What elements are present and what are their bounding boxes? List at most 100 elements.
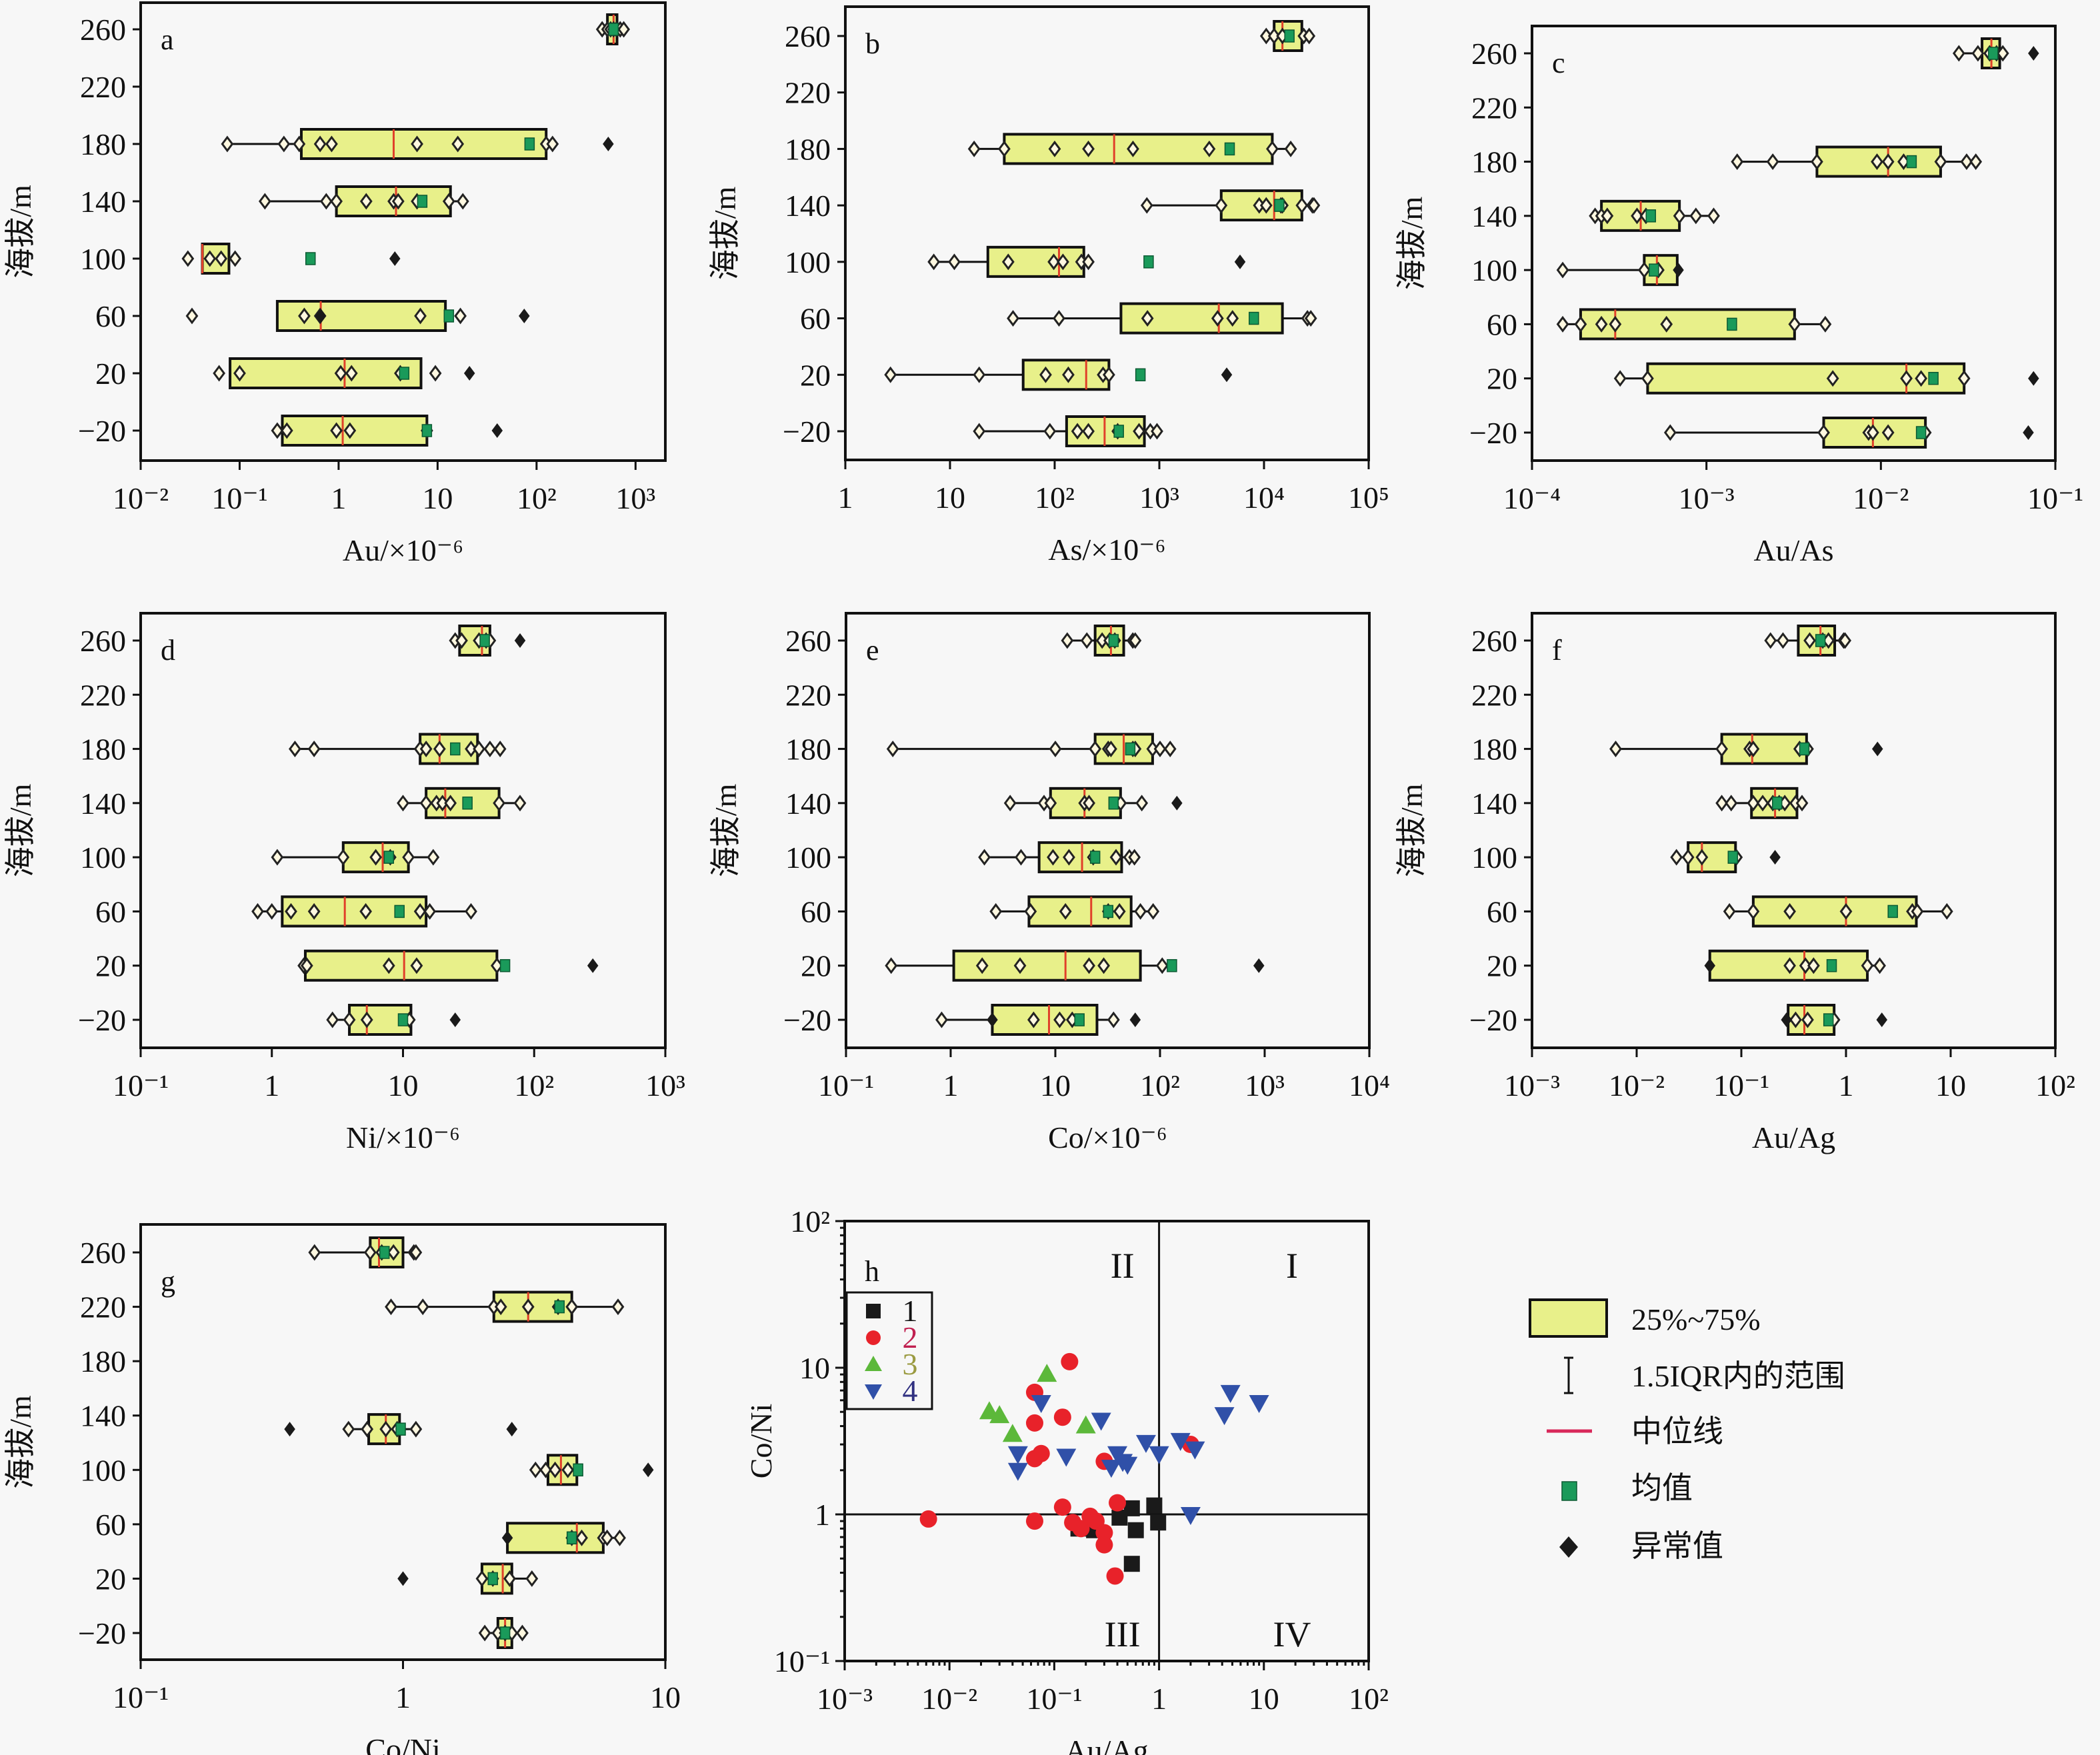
mean-marker: [1727, 317, 1737, 331]
legend-series-label: 1: [903, 1294, 918, 1328]
data-point: [308, 1244, 321, 1261]
data-point: [1103, 366, 1115, 383]
box-group: [449, 625, 526, 657]
data-point: [1670, 849, 1683, 866]
scatter-point: [1095, 1524, 1113, 1542]
y-axis-label: Co/Ni: [744, 1404, 778, 1478]
x-tick-label: 10: [935, 481, 965, 515]
data-point: [1861, 957, 1874, 974]
data-point: [1969, 153, 1983, 171]
data-point: [1003, 795, 1017, 812]
y-tick-label: −20: [1469, 416, 1517, 450]
data-point: [1303, 27, 1316, 45]
data-point: [382, 957, 395, 974]
data-point: [1801, 1011, 1814, 1028]
data-point: [451, 135, 465, 153]
data-point: [1971, 45, 1985, 62]
data-point: [185, 307, 199, 325]
data-point: [1304, 310, 1317, 327]
data-point: [397, 795, 409, 812]
data-point: [265, 902, 279, 920]
outlier-point: [1171, 795, 1183, 811]
scatter-point: [1061, 1352, 1079, 1370]
mean-marker: [524, 137, 535, 151]
box-group: [297, 949, 599, 982]
y-tick-label: 140: [80, 185, 126, 219]
data-point: [307, 741, 321, 758]
mean-marker: [1649, 263, 1659, 277]
outlier-point: [1872, 741, 1883, 757]
y-tick-label: 220: [80, 678, 126, 712]
iqr-box: [506, 1522, 605, 1554]
mean-marker: [1928, 371, 1939, 385]
y-tick-label: 260: [1471, 37, 1517, 71]
data-point: [1960, 153, 1973, 171]
y-tick-label: 220: [785, 76, 831, 110]
data-point: [529, 1461, 542, 1478]
data-point: [1934, 153, 1947, 171]
box-group: [1764, 625, 1851, 657]
mean-marker: [395, 1422, 406, 1436]
data-point: [1128, 849, 1141, 866]
scatter-point: [1180, 1507, 1201, 1525]
data-point: [1107, 1011, 1120, 1028]
legend-label-outlier: 异常值: [1631, 1529, 1723, 1563]
y-axis-label: 海拔/m: [1395, 784, 1429, 878]
y-tick-label: 220: [785, 678, 831, 712]
scatter-point: [1170, 1432, 1191, 1451]
data-point: [1057, 253, 1069, 271]
data-point: [1001, 253, 1015, 271]
plot-frame: [139, 1, 667, 462]
data-point: [884, 366, 897, 383]
data-point: [1689, 207, 1703, 225]
box-group: [595, 13, 630, 45]
mean-marker: [1727, 851, 1739, 864]
y-tick-label: 220: [80, 70, 126, 104]
data-point: [203, 250, 217, 267]
outlier-point: [514, 633, 526, 648]
scatter-point: [1025, 1512, 1043, 1530]
data-point: [1127, 140, 1139, 157]
scatter-point: [1185, 1441, 1205, 1460]
mean-marker: [608, 23, 619, 36]
scatter-point: [1075, 1415, 1096, 1434]
data-point: [280, 422, 293, 439]
data-point: [1807, 957, 1820, 974]
data-point: [285, 902, 297, 920]
scatter-point: [1007, 1446, 1028, 1464]
mean-marker: [1887, 904, 1898, 918]
outlier-point: [1876, 1012, 1888, 1027]
outlier-point: [603, 137, 614, 151]
box-group: [1061, 625, 1142, 657]
data-point: [410, 957, 423, 974]
y-tick-label: 140: [785, 189, 831, 223]
data-point: [1641, 370, 1654, 387]
panel-label: b: [865, 27, 880, 60]
mean-marker: [1274, 199, 1285, 212]
data-point: [330, 193, 343, 210]
plot-frame: [844, 5, 1370, 461]
data-point: [1047, 849, 1059, 866]
x-tick-label: 10³: [1139, 481, 1179, 515]
mean-marker: [394, 904, 405, 918]
legend-marker-square: [866, 1304, 881, 1318]
data-point: [359, 193, 373, 210]
data-point: [885, 957, 898, 974]
data-point: [1803, 632, 1816, 649]
mean-marker: [1167, 958, 1177, 972]
data-point: [465, 902, 477, 920]
data-point: [337, 849, 350, 866]
data-point: [402, 849, 415, 866]
iqr-box: [303, 949, 499, 982]
mean-marker: [399, 367, 410, 380]
data-point: [1307, 197, 1321, 214]
data-point: [313, 135, 327, 153]
box-group: [1731, 145, 1983, 178]
y-tick-label: 180: [1471, 733, 1517, 767]
y-tick-label: 20: [95, 357, 126, 391]
y-tick-label: 140: [1471, 199, 1517, 233]
mean-marker: [1143, 255, 1154, 269]
data-point: [1203, 140, 1216, 157]
mean-marker: [1108, 634, 1119, 647]
